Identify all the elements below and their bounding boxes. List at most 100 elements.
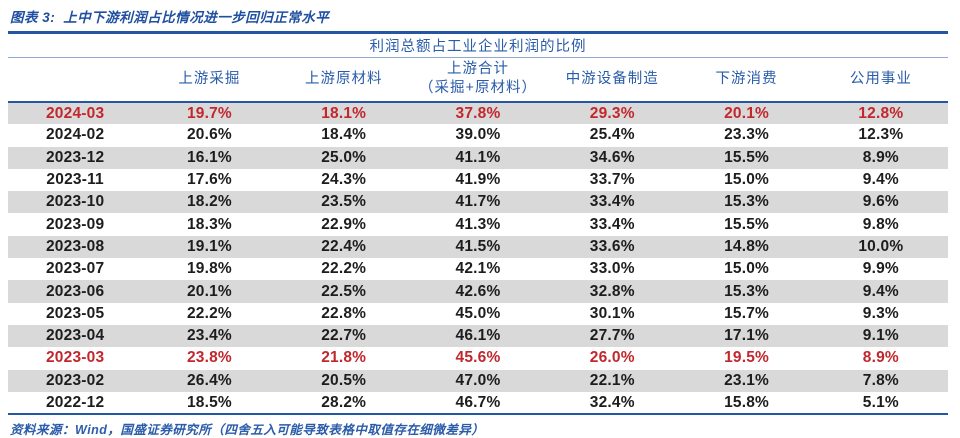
table-row: 2023-12 16.1% 25.0% 41.1% 34.6% 15.5% 8.9%	[8, 146, 948, 169]
row-value: 9.4%	[862, 171, 899, 189]
column-header-row: 上游采掘 上游原材料 上游合计 （采掘+原材料） 中游设备制造 下游消费 公用事业	[8, 57, 948, 103]
row-value: 8.9%	[862, 148, 899, 166]
row-value: 18.3%	[186, 215, 232, 233]
row-value: 33.4%	[589, 215, 635, 233]
row-value: 46.1%	[455, 327, 501, 345]
row-value: 14.8%	[724, 237, 770, 255]
row-value: 15.0%	[724, 171, 770, 189]
table-row: 2024-03 19.7% 18.1% 37.8% 29.3% 20.1% 12.8%	[8, 102, 948, 125]
row-value: 19.5%	[724, 349, 770, 367]
table-row: 2023-06 20.1% 22.5% 42.6% 32.8% 15.3% 9.4%	[8, 280, 948, 303]
row-value: 47.0%	[455, 371, 501, 389]
table-title-row: 利润总额占工业企业利润的比例	[8, 34, 948, 58]
row-date: 2024-03	[45, 104, 105, 122]
row-value: 30.1%	[589, 304, 635, 322]
row-value: 20.5%	[321, 371, 367, 389]
row-date: 2023-08	[45, 237, 105, 255]
row-value: 22.7%	[321, 327, 367, 345]
row-value: 12.8%	[858, 104, 904, 122]
row-date: 2023-04	[45, 327, 105, 345]
row-value: 16.1%	[186, 148, 232, 166]
row-value: 42.1%	[455, 260, 501, 278]
row-value: 33.6%	[589, 237, 635, 255]
row-value: 18.2%	[186, 193, 232, 211]
row-value: 22.1%	[589, 371, 635, 389]
row-value: 9.6%	[862, 193, 899, 211]
row-value: 15.3%	[724, 282, 770, 300]
row-value: 19.7%	[186, 104, 232, 122]
row-date: 2024-02	[45, 126, 105, 144]
row-value: 22.4%	[321, 237, 367, 255]
row-value: 15.3%	[724, 193, 770, 211]
row-value: 26.4%	[186, 371, 232, 389]
profit-share-table: 利润总额占工业企业利润的比例 上游采掘 上游原材料 上游合计 （采掘+原材料） 中游设备…	[8, 34, 948, 416]
row-value: 22.5%	[321, 282, 367, 300]
row-value: 37.8%	[455, 104, 501, 122]
row-value: 20.1%	[724, 104, 770, 122]
row-value: 9.1%	[862, 327, 899, 345]
row-date: 2023-11	[46, 171, 104, 189]
table-row: 2023-11 17.6% 24.3% 41.9% 33.7% 15.0% 9.4%	[8, 169, 948, 191]
row-value: 46.7%	[410, 391, 546, 416]
row-value: 45.0%	[455, 304, 501, 322]
table-body: 2024-03 19.7% 18.1% 37.8% 29.3% 20.1% 12.8% 202…	[8, 102, 948, 416]
table-row: 2023-09 18.3% 22.9% 41.3% 33.4% 15.5% 9.8%	[8, 213, 948, 235]
table-row: 2023-08 19.1% 22.4% 41.5% 33.6% 14.8% 10.0%	[8, 235, 948, 259]
column-header: 上游合计 （采掘+原材料）	[410, 57, 546, 103]
figure-caption: 图表 3: 上中下游利润占比情况进一步回归正常水平	[8, 4, 948, 31]
row-value: 33.0%	[589, 260, 635, 278]
column-header: 中游设备制造	[545, 57, 680, 103]
row-value: 20.6%	[186, 126, 232, 144]
row-date: 2023-09	[45, 215, 105, 233]
row-value: 34.6%	[589, 148, 635, 166]
table-row: 2024-02 20.6% 18.4% 39.0% 25.4% 23.3% 12.3%	[8, 124, 948, 146]
row-value: 19.1%	[186, 237, 232, 255]
row-value: 41.7%	[455, 193, 501, 211]
row-value: 15.5%	[724, 215, 770, 233]
row-value: 15.8%	[679, 391, 814, 416]
column-header: 下游消费	[679, 57, 814, 103]
row-date: 2023-03	[45, 349, 105, 367]
table-title: 利润总额占工业企业利润的比例	[8, 34, 948, 58]
row-date: 2023-06	[45, 282, 105, 300]
row-value: 24.3%	[321, 171, 367, 189]
row-value: 12.3%	[858, 126, 904, 144]
row-date: 2023-07	[45, 260, 105, 278]
row-value: 15.5%	[724, 148, 770, 166]
row-value: 32.8%	[589, 282, 635, 300]
row-value: 22.8%	[321, 304, 367, 322]
row-value: 23.4%	[186, 327, 232, 345]
table-row: 2023-03 23.8% 21.8% 45.6% 26.0% 19.5% 8.9%	[8, 347, 948, 369]
row-value: 17.1%	[724, 327, 770, 345]
row-value: 15.7%	[724, 304, 770, 322]
row-value: 21.8%	[321, 349, 367, 367]
row-value: 9.9%	[862, 260, 899, 278]
row-value: 23.5%	[321, 193, 367, 211]
row-value: 15.0%	[724, 260, 770, 278]
row-value: 23.1%	[724, 371, 770, 389]
table-row: 2023-04 23.4% 22.7% 46.1% 27.7% 17.1% 9.1%	[8, 324, 948, 348]
row-value: 18.1%	[321, 104, 367, 122]
table-row: 2022-12 18.5% 28.2% 46.7% 32.4% 15.8% 5.1%	[8, 391, 948, 416]
row-value: 28.2%	[276, 391, 411, 416]
row-value: 9.3%	[862, 304, 899, 322]
row-value: 8.9%	[862, 349, 899, 367]
row-value: 41.1%	[455, 148, 501, 166]
row-date: 2022-12	[8, 391, 143, 416]
row-value: 18.5%	[142, 391, 277, 416]
row-value: 32.4%	[545, 391, 680, 416]
column-header	[8, 57, 143, 103]
row-value: 41.5%	[455, 237, 501, 255]
table-row: 2023-07 19.8% 22.2% 42.1% 33.0% 15.0% 9.9%	[8, 258, 948, 280]
row-value: 39.0%	[455, 126, 501, 144]
row-value: 26.0%	[589, 349, 635, 367]
row-value: 20.1%	[186, 282, 232, 300]
row-value: 45.6%	[455, 349, 501, 367]
row-value: 25.0%	[321, 148, 367, 166]
row-date: 2023-02	[45, 371, 105, 389]
row-value: 33.4%	[589, 193, 635, 211]
table-row: 2023-02 26.4% 20.5% 47.0% 22.1% 23.1% 7.8%	[8, 369, 948, 392]
top-rule	[8, 31, 948, 34]
row-date: 2023-05	[45, 304, 105, 322]
